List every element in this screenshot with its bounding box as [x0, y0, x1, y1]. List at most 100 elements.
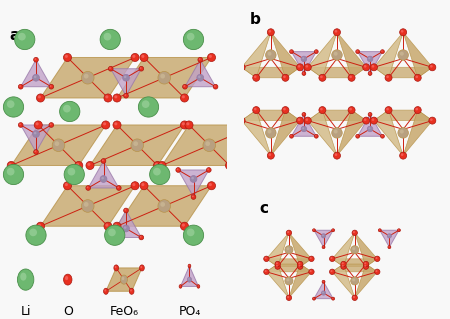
Circle shape	[329, 256, 335, 262]
Circle shape	[356, 50, 358, 52]
Circle shape	[38, 224, 41, 226]
Circle shape	[332, 298, 333, 299]
Circle shape	[400, 29, 407, 36]
Circle shape	[158, 161, 166, 169]
Circle shape	[34, 132, 36, 134]
Polygon shape	[308, 110, 366, 121]
Circle shape	[301, 126, 307, 132]
Circle shape	[414, 107, 421, 114]
Polygon shape	[292, 52, 316, 73]
Circle shape	[34, 150, 38, 154]
Circle shape	[214, 85, 216, 87]
Circle shape	[364, 118, 366, 121]
Circle shape	[332, 128, 342, 138]
Circle shape	[64, 164, 85, 185]
Circle shape	[333, 130, 338, 134]
Circle shape	[49, 85, 54, 89]
Circle shape	[199, 58, 201, 60]
Polygon shape	[111, 211, 141, 237]
Circle shape	[332, 297, 335, 300]
Circle shape	[302, 127, 304, 129]
Circle shape	[319, 107, 326, 114]
Circle shape	[117, 186, 121, 190]
Polygon shape	[337, 32, 366, 78]
Circle shape	[7, 161, 15, 169]
Circle shape	[309, 269, 314, 275]
Circle shape	[290, 50, 293, 54]
Circle shape	[50, 85, 52, 87]
Circle shape	[198, 57, 202, 62]
Polygon shape	[180, 266, 198, 286]
Circle shape	[385, 107, 392, 114]
Circle shape	[50, 123, 52, 125]
Circle shape	[225, 161, 234, 169]
Polygon shape	[162, 125, 256, 166]
Circle shape	[315, 135, 316, 137]
Circle shape	[302, 113, 306, 116]
Circle shape	[369, 113, 370, 115]
Circle shape	[306, 65, 308, 68]
Circle shape	[205, 141, 210, 146]
Circle shape	[104, 288, 108, 294]
Polygon shape	[332, 264, 377, 272]
Circle shape	[367, 126, 373, 132]
Circle shape	[63, 274, 72, 285]
Polygon shape	[358, 115, 382, 136]
Circle shape	[286, 295, 292, 300]
Circle shape	[124, 93, 128, 98]
Circle shape	[368, 113, 372, 116]
Circle shape	[283, 76, 286, 78]
Circle shape	[313, 229, 315, 232]
Circle shape	[59, 101, 80, 122]
Circle shape	[322, 234, 324, 236]
Circle shape	[158, 71, 171, 84]
Circle shape	[130, 289, 132, 292]
Text: PO₄: PO₄	[178, 305, 201, 318]
Circle shape	[269, 30, 271, 33]
Circle shape	[329, 269, 335, 275]
Circle shape	[109, 67, 111, 69]
Circle shape	[319, 74, 326, 81]
Circle shape	[352, 295, 357, 300]
Circle shape	[322, 246, 325, 249]
Circle shape	[315, 50, 316, 52]
Circle shape	[430, 118, 433, 121]
Polygon shape	[308, 32, 337, 78]
Circle shape	[180, 94, 189, 102]
Circle shape	[75, 161, 83, 169]
Circle shape	[104, 225, 125, 245]
Polygon shape	[332, 233, 355, 267]
Circle shape	[266, 128, 276, 138]
Text: b: b	[249, 12, 260, 27]
Circle shape	[187, 33, 194, 41]
Circle shape	[68, 168, 75, 175]
Circle shape	[301, 56, 307, 62]
Circle shape	[104, 289, 106, 292]
Circle shape	[356, 135, 358, 137]
Polygon shape	[337, 110, 366, 156]
Circle shape	[323, 246, 324, 247]
Circle shape	[54, 141, 59, 146]
Circle shape	[84, 74, 89, 78]
Circle shape	[429, 64, 436, 71]
Circle shape	[290, 50, 292, 52]
Circle shape	[239, 118, 242, 121]
Circle shape	[26, 225, 46, 245]
Polygon shape	[266, 264, 289, 298]
Circle shape	[401, 30, 404, 33]
Circle shape	[348, 74, 355, 81]
Circle shape	[124, 76, 126, 78]
Circle shape	[197, 285, 200, 288]
Circle shape	[341, 261, 346, 267]
Circle shape	[140, 236, 142, 238]
Circle shape	[297, 261, 303, 267]
Circle shape	[160, 202, 165, 207]
Circle shape	[276, 262, 278, 264]
Circle shape	[207, 168, 209, 170]
Circle shape	[32, 130, 40, 137]
Circle shape	[297, 264, 303, 269]
Circle shape	[375, 257, 378, 259]
Circle shape	[184, 85, 185, 87]
Circle shape	[356, 134, 360, 138]
Circle shape	[379, 229, 380, 230]
